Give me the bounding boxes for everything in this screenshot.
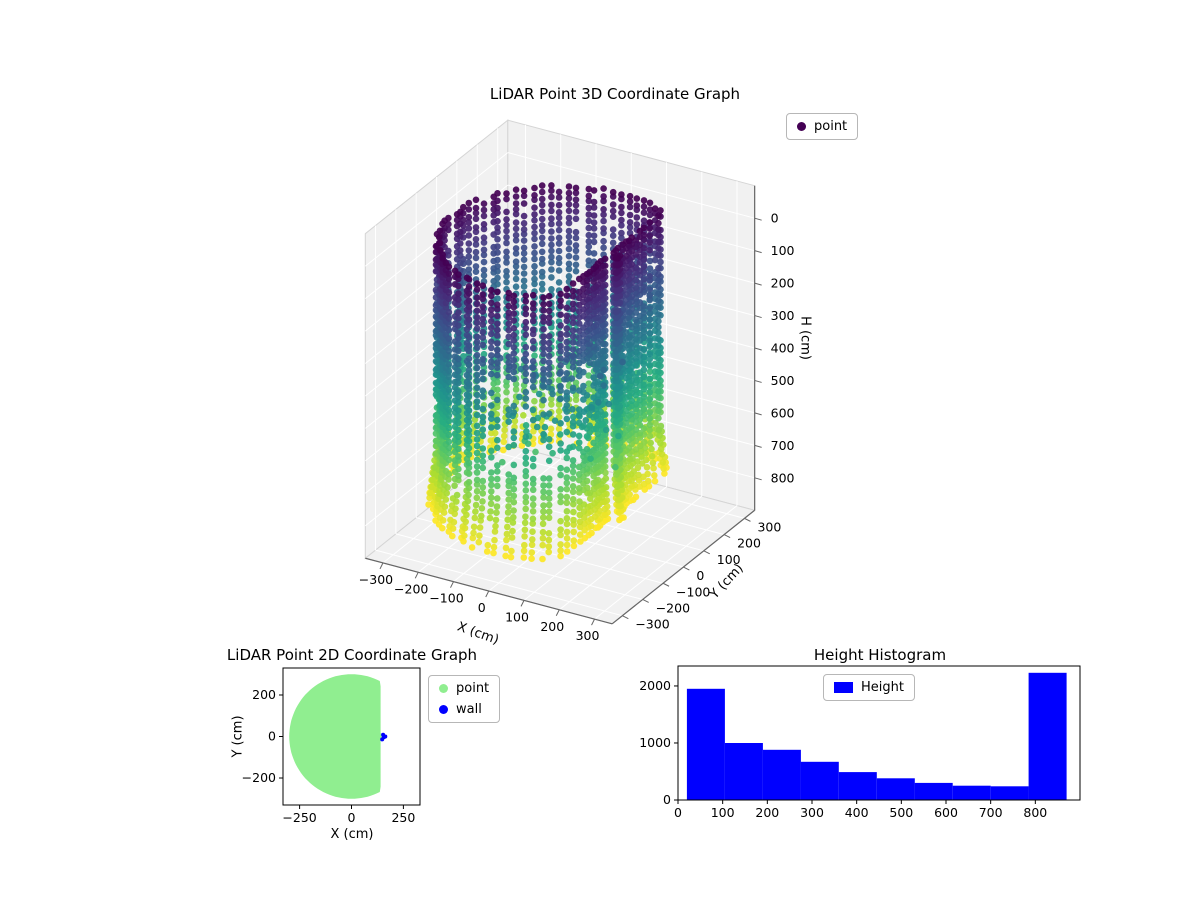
svg-text:0: 0 <box>348 810 356 825</box>
svg-text:−100: −100 <box>676 584 710 599</box>
svg-text:250: 250 <box>391 810 415 825</box>
svg-text:0: 0 <box>674 805 682 820</box>
svg-text:100: 100 <box>717 552 741 567</box>
svg-text:600: 600 <box>934 805 958 820</box>
plot3d-title: LiDAR Point 3D Coordinate Graph <box>489 85 741 103</box>
plot3d <box>364 119 762 626</box>
svg-text:200: 200 <box>771 276 795 291</box>
svg-text:200: 200 <box>252 687 276 702</box>
legend-2d: point wall <box>428 675 501 723</box>
svg-text:0: 0 <box>268 729 276 744</box>
svg-text:X (cm): X (cm) <box>455 619 501 647</box>
svg-text:0: 0 <box>478 600 486 615</box>
plot2d-title: LiDAR Point 2D Coordinate Graph <box>226 646 478 664</box>
plot2d-xlabel: X (cm) <box>330 827 374 842</box>
svg-text:300: 300 <box>757 519 781 534</box>
svg-text:0: 0 <box>771 211 779 226</box>
svg-text:200: 200 <box>755 805 779 820</box>
svg-text:−200: −200 <box>394 581 428 596</box>
svg-text:−200: −200 <box>656 600 690 615</box>
plot2d-ylabel: Y (cm) <box>230 715 246 758</box>
hist-title: Height Histogram <box>813 646 947 664</box>
svg-text:0: 0 <box>696 568 704 583</box>
svg-text:200: 200 <box>540 619 564 634</box>
histogram: 0 100 200 300 400 500 600 700 800 0 1000 2000 <box>639 665 1081 820</box>
height-swatch-icon <box>834 682 853 693</box>
svg-text:−300: −300 <box>635 617 669 632</box>
legend-hist: Height <box>823 674 915 701</box>
svg-text:200: 200 <box>737 536 761 551</box>
svg-text:−100: −100 <box>429 591 463 606</box>
svg-text:300: 300 <box>576 628 600 643</box>
svg-text:600: 600 <box>771 405 795 420</box>
legend-3d: point <box>786 113 859 140</box>
svg-text:0: 0 <box>663 792 671 807</box>
legend-entry-height: Height <box>834 680 904 695</box>
svg-text:400: 400 <box>845 805 869 820</box>
svg-text:800: 800 <box>771 470 795 485</box>
legend-label-point-2d: point <box>456 681 490 696</box>
svg-text:−250: −250 <box>282 810 316 825</box>
svg-text:1000: 1000 <box>639 735 671 750</box>
svg-text:H (cm): H (cm) <box>798 316 813 360</box>
svg-text:700: 700 <box>771 438 795 453</box>
svg-text:800: 800 <box>1023 805 1047 820</box>
svg-text:700: 700 <box>979 805 1003 820</box>
legend-entry-wall-2d: wall <box>439 702 489 717</box>
svg-text:Y (cm): Y (cm) <box>706 561 746 603</box>
svg-text:−300: −300 <box>359 572 393 587</box>
legend-label-wall-2d: wall <box>456 702 482 717</box>
legend-entry-point-2d: point <box>439 681 489 696</box>
wall-marker-icon <box>439 705 448 714</box>
svg-text:400: 400 <box>771 341 795 356</box>
svg-text:100: 100 <box>771 243 795 258</box>
point-marker-icon <box>439 684 448 693</box>
svg-text:500: 500 <box>771 373 795 388</box>
legend-label-point-3d: point <box>814 119 848 134</box>
svg-text:100: 100 <box>711 805 735 820</box>
svg-text:−200: −200 <box>242 770 276 785</box>
svg-text:300: 300 <box>800 805 824 820</box>
svg-text:300: 300 <box>771 308 795 323</box>
legend-label-height: Height <box>861 680 904 695</box>
legend-entry-point-3d: point <box>797 119 847 134</box>
point-marker-icon <box>797 122 806 131</box>
svg-text:2000: 2000 <box>639 678 671 693</box>
point-cloud <box>425 182 670 563</box>
svg-text:500: 500 <box>889 805 913 820</box>
plot2d: −250 0 250 −200 0 200 <box>242 667 421 825</box>
svg-text:100: 100 <box>505 609 529 624</box>
